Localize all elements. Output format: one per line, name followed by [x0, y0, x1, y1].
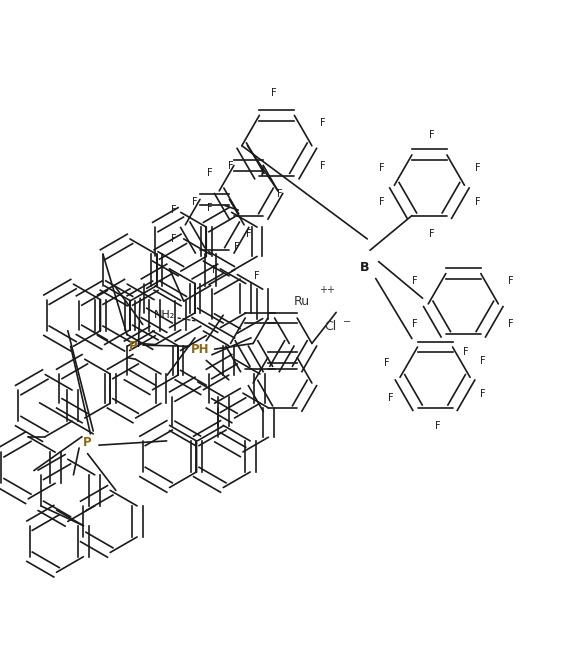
- Text: B: B: [360, 261, 369, 274]
- Text: F: F: [412, 276, 418, 286]
- Text: F: F: [234, 242, 240, 253]
- Text: F: F: [379, 163, 384, 174]
- Text: F: F: [508, 276, 514, 286]
- Text: F: F: [480, 355, 486, 366]
- Text: F: F: [388, 392, 393, 403]
- Text: F: F: [271, 88, 277, 98]
- Text: PH: PH: [192, 343, 210, 356]
- Text: Ru: Ru: [294, 295, 310, 308]
- Text: F: F: [384, 358, 390, 368]
- Text: F: F: [277, 189, 282, 199]
- Text: F: F: [254, 270, 260, 281]
- Text: F: F: [475, 163, 480, 174]
- Text: F: F: [207, 168, 212, 178]
- Text: F: F: [480, 389, 486, 399]
- Text: F: F: [429, 229, 435, 239]
- Text: ++: ++: [319, 285, 335, 295]
- Text: F: F: [246, 229, 251, 239]
- Text: F: F: [435, 421, 441, 431]
- Text: P: P: [83, 436, 92, 449]
- Text: P: P: [128, 340, 137, 353]
- Text: F: F: [212, 265, 218, 275]
- Text: F: F: [171, 234, 177, 244]
- Text: F: F: [228, 161, 233, 171]
- Text: F: F: [429, 130, 435, 140]
- Text: Cl: Cl: [324, 320, 337, 333]
- Text: F: F: [207, 204, 212, 214]
- Text: F: F: [192, 197, 198, 207]
- Text: F: F: [320, 161, 326, 171]
- Text: F: F: [320, 118, 326, 127]
- Text: F: F: [412, 319, 418, 329]
- Text: NH₂: NH₂: [154, 310, 175, 320]
- Text: F: F: [475, 197, 480, 207]
- Text: F: F: [171, 205, 177, 215]
- Text: F: F: [508, 319, 514, 329]
- Text: F: F: [379, 197, 384, 207]
- Text: −: −: [343, 317, 351, 327]
- Text: F: F: [463, 347, 469, 357]
